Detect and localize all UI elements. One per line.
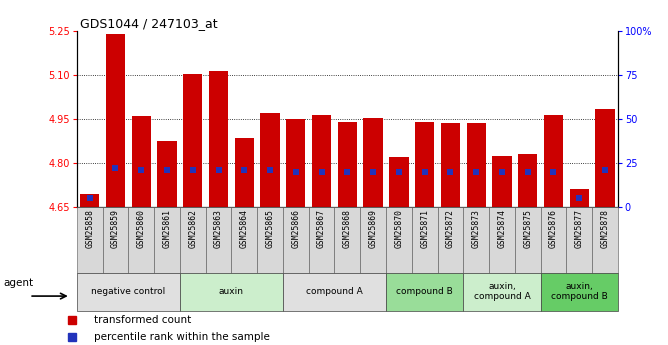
- Text: GSM25873: GSM25873: [472, 209, 481, 248]
- Bar: [312, 115, 331, 207]
- Text: negative control: negative control: [92, 287, 166, 296]
- Bar: [180, 273, 283, 310]
- Text: GSM25866: GSM25866: [291, 209, 301, 248]
- Text: GSM25875: GSM25875: [523, 209, 532, 248]
- Text: GSM25868: GSM25868: [343, 209, 352, 248]
- Text: GSM25865: GSM25865: [266, 209, 275, 248]
- Text: GSM25871: GSM25871: [420, 209, 429, 248]
- Bar: [77, 207, 103, 273]
- Bar: [540, 207, 566, 273]
- Bar: [363, 118, 383, 207]
- Bar: [570, 189, 589, 207]
- Bar: [360, 207, 386, 273]
- Text: GSM25858: GSM25858: [86, 209, 94, 248]
- Bar: [464, 207, 489, 273]
- Bar: [261, 113, 280, 207]
- Bar: [106, 34, 125, 207]
- Bar: [103, 207, 128, 273]
- Bar: [234, 138, 254, 207]
- Bar: [466, 124, 486, 207]
- Bar: [464, 273, 540, 310]
- Bar: [386, 273, 464, 310]
- Bar: [518, 154, 537, 207]
- Bar: [286, 119, 305, 207]
- Text: agent: agent: [3, 278, 33, 288]
- Text: GSM25863: GSM25863: [214, 209, 223, 248]
- Bar: [283, 207, 309, 273]
- Bar: [411, 207, 438, 273]
- Bar: [209, 71, 228, 207]
- Text: GDS1044 / 247103_at: GDS1044 / 247103_at: [80, 17, 218, 30]
- Text: GSM25859: GSM25859: [111, 209, 120, 248]
- Bar: [489, 207, 515, 273]
- Text: GSM25867: GSM25867: [317, 209, 326, 248]
- Text: GSM25864: GSM25864: [240, 209, 248, 248]
- Text: percentile rank within the sample: percentile rank within the sample: [94, 333, 270, 342]
- Bar: [389, 157, 409, 207]
- Bar: [183, 73, 202, 207]
- Bar: [438, 207, 464, 273]
- Text: transformed count: transformed count: [94, 315, 191, 325]
- Bar: [180, 207, 206, 273]
- Text: GSM25869: GSM25869: [369, 209, 377, 248]
- Bar: [257, 207, 283, 273]
- Text: GSM25862: GSM25862: [188, 209, 197, 248]
- Bar: [515, 207, 540, 273]
- Bar: [231, 207, 257, 273]
- Bar: [206, 207, 231, 273]
- Bar: [386, 207, 411, 273]
- Text: auxin,
compound A: auxin, compound A: [474, 282, 530, 301]
- Text: auxin: auxin: [219, 287, 244, 296]
- Text: GSM25877: GSM25877: [574, 209, 584, 248]
- Bar: [128, 207, 154, 273]
- Bar: [335, 207, 360, 273]
- Text: GSM25861: GSM25861: [162, 209, 172, 248]
- Text: GSM25874: GSM25874: [498, 209, 506, 248]
- Bar: [566, 207, 592, 273]
- Bar: [132, 116, 151, 207]
- Text: GSM25872: GSM25872: [446, 209, 455, 248]
- Bar: [80, 194, 100, 207]
- Bar: [415, 122, 434, 207]
- Text: GSM25870: GSM25870: [394, 209, 403, 248]
- Bar: [492, 156, 512, 207]
- Bar: [592, 207, 618, 273]
- Text: GSM25878: GSM25878: [601, 209, 609, 248]
- Bar: [544, 115, 563, 207]
- Bar: [540, 273, 618, 310]
- Text: auxin,
compound B: auxin, compound B: [551, 282, 608, 301]
- Bar: [309, 207, 335, 273]
- Bar: [77, 273, 180, 310]
- Text: GSM25860: GSM25860: [137, 209, 146, 248]
- Text: compound A: compound A: [306, 287, 363, 296]
- Bar: [158, 141, 176, 207]
- Bar: [283, 273, 386, 310]
- Bar: [441, 124, 460, 207]
- Text: GSM25876: GSM25876: [549, 209, 558, 248]
- Bar: [595, 109, 615, 207]
- Bar: [154, 207, 180, 273]
- Text: compound B: compound B: [396, 287, 453, 296]
- Bar: [338, 122, 357, 207]
